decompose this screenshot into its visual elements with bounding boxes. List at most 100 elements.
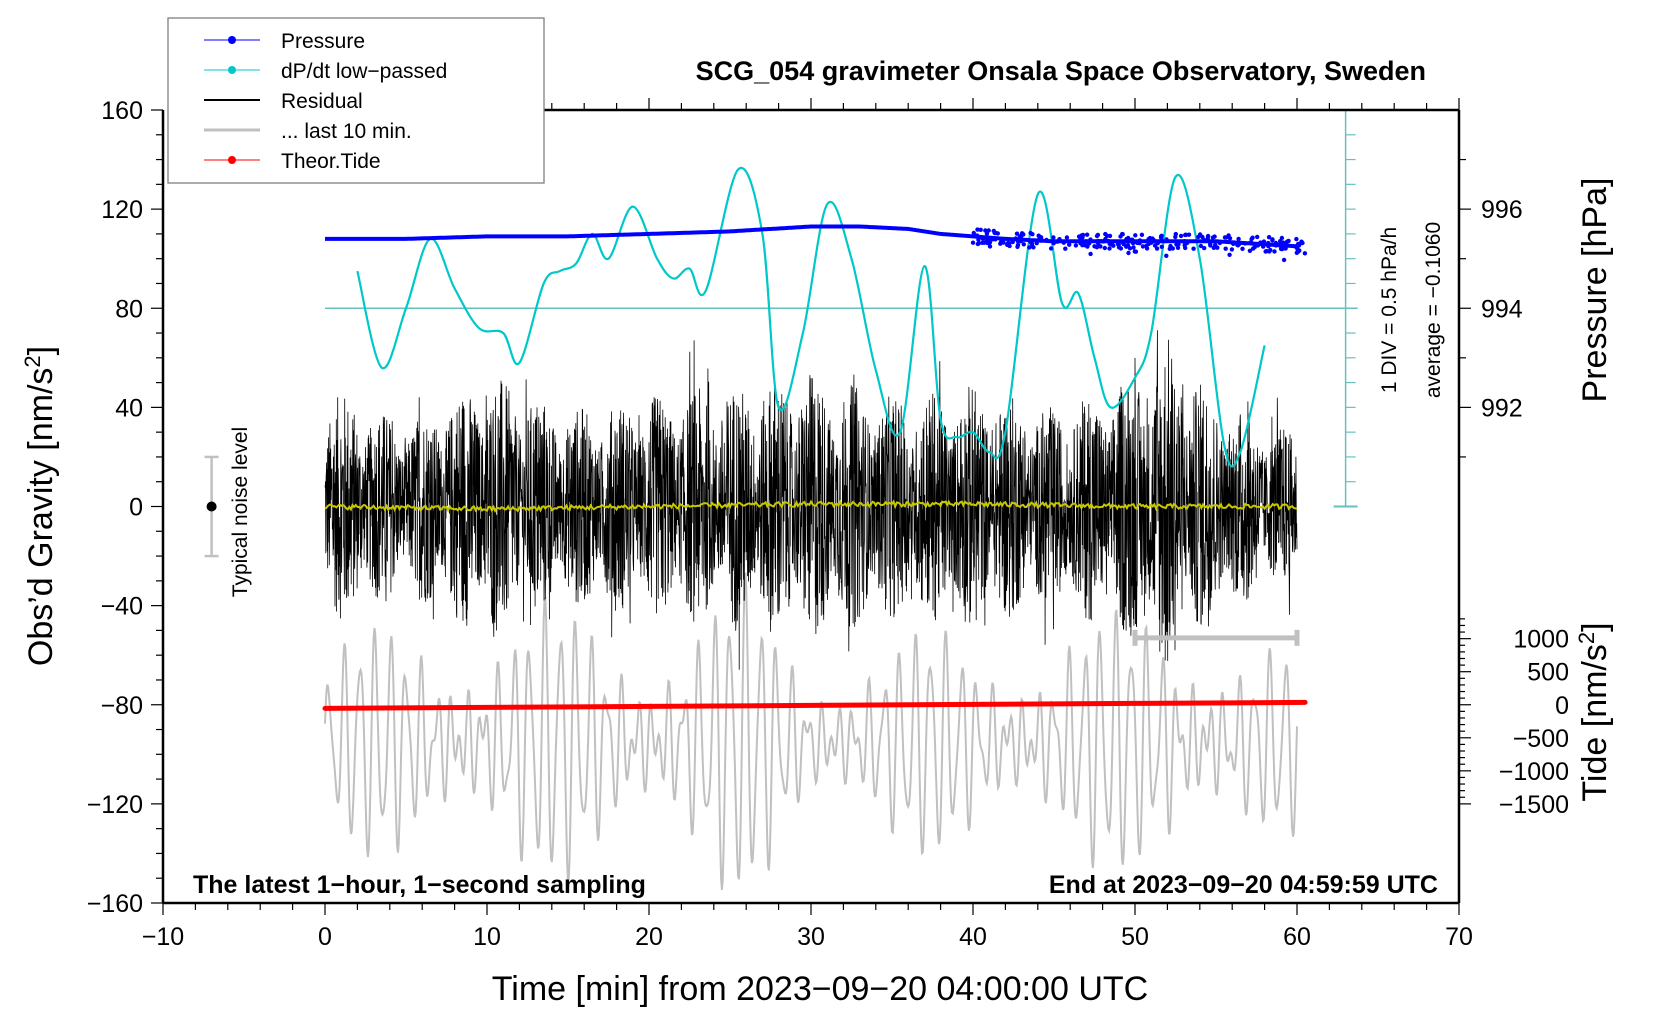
y-axis-title-sup: 2 <box>20 355 45 367</box>
pressure-point <box>1217 240 1223 246</box>
tide-tick-label: −1000 <box>1499 758 1569 786</box>
tide-tick-label: −1500 <box>1499 791 1569 819</box>
pressure-axis-title: Pressure [hPa] <box>1576 178 1614 403</box>
pressure-point <box>1258 240 1263 245</box>
pressure-point <box>1270 238 1275 243</box>
legend-label-dpdt: dP/dt low−passed <box>281 60 447 83</box>
pressure-point <box>1139 232 1145 237</box>
pressure-point <box>1268 247 1273 253</box>
pressure-point <box>1273 240 1279 246</box>
pressure-point <box>1015 242 1021 248</box>
pressure-point <box>1048 246 1054 251</box>
tide-tick-label: −500 <box>1513 725 1569 753</box>
pressure-point <box>1095 239 1100 244</box>
pressure-point <box>1240 246 1245 251</box>
pressure-point <box>1302 251 1308 256</box>
legend-item-dpdt: dP/dt low−passed <box>204 60 447 83</box>
pressure-point <box>1205 236 1211 241</box>
y-tick-label: 80 <box>115 295 143 323</box>
pressure-point <box>1051 235 1056 240</box>
pressure-point <box>1174 242 1179 247</box>
pressure-point <box>1088 251 1093 257</box>
pressure-point <box>1007 241 1012 246</box>
pressure-point <box>1284 243 1289 248</box>
chart-title: SCG_054 gravimeter Onsala Space Observat… <box>696 56 1426 86</box>
pressure-point <box>1247 248 1253 253</box>
tide-axis-title-end: ] <box>1576 622 1614 631</box>
pressure-point <box>1147 235 1153 241</box>
pressure-point <box>975 233 980 238</box>
pressure-point <box>1200 234 1205 240</box>
pressure-point <box>1055 239 1060 244</box>
x-tick-label: 40 <box>959 923 987 951</box>
pressure-point <box>993 237 998 242</box>
pressure-point <box>1010 239 1015 245</box>
x-tick-label: 60 <box>1283 923 1311 951</box>
pressure-point <box>1087 241 1092 246</box>
pressure-point <box>976 237 981 242</box>
pressure-point <box>1222 235 1228 240</box>
range-bars <box>204 455 1300 646</box>
dpdt-axis <box>325 109 1358 508</box>
pressure-point <box>1154 246 1160 251</box>
pressure-point <box>1140 244 1146 249</box>
pressure-point <box>1131 245 1136 250</box>
pressure-point <box>1261 244 1266 249</box>
residual-mean-series <box>324 499 1298 514</box>
pressure-point <box>1029 241 1035 246</box>
pressure-point <box>1115 242 1121 247</box>
pressure-point <box>1088 237 1093 242</box>
pressure-tick-label: 994 <box>1481 295 1523 323</box>
x-tick-label: 30 <box>797 923 825 951</box>
pressure-point <box>975 227 980 232</box>
y-tick-label: −40 <box>101 593 143 621</box>
pressure-point <box>1014 231 1020 236</box>
pressure-point <box>1213 242 1218 248</box>
y-tick-label: −160 <box>87 890 143 918</box>
legend-label-pressure: Pressure <box>281 30 365 53</box>
pressure-point <box>1231 241 1236 246</box>
pressure-point <box>1250 246 1256 251</box>
legend-item-residual: Residual <box>204 90 363 113</box>
pressure-point <box>1255 234 1260 240</box>
pressure-point <box>1034 241 1039 246</box>
pressure-point <box>1031 245 1036 250</box>
div-label: 1 DIV = 0.5 hPa/h <box>1378 227 1401 393</box>
pressure-point <box>1130 237 1135 242</box>
pressure-point <box>1082 243 1087 248</box>
pressure-point <box>1067 242 1072 247</box>
pressure-point <box>1102 245 1108 251</box>
pressure-point <box>1144 246 1150 251</box>
pressure-point <box>1103 236 1108 242</box>
y-axis-title: Obs’d Gravity [nm/s2] <box>20 346 60 666</box>
pressure-point <box>1296 241 1301 247</box>
pressure-tick-label: 996 <box>1481 196 1523 224</box>
pressure-point <box>1227 236 1233 241</box>
legend-label-tide: Theor.Tide <box>281 150 381 173</box>
pressure-point <box>1266 240 1271 246</box>
tide-tick-label: 0 <box>1555 692 1569 720</box>
pressure-point <box>1178 233 1184 239</box>
pressure-point <box>1198 243 1204 249</box>
pressure-point <box>1281 257 1287 263</box>
pressure-point <box>1061 240 1067 245</box>
pressure-point <box>1084 232 1090 237</box>
x-tick-label: 50 <box>1121 923 1149 951</box>
pressure-point <box>1173 231 1179 237</box>
pressure-point <box>1158 234 1164 239</box>
pressure-point <box>1018 234 1024 239</box>
x-tick-label: 70 <box>1445 923 1473 951</box>
pressure-point <box>1173 239 1178 244</box>
pressure-point <box>1236 236 1241 242</box>
y-axis-title-main: Obs’d Gravity [nm/s <box>22 368 60 667</box>
pressure-point <box>1133 249 1139 254</box>
pressure-point <box>986 228 991 233</box>
pressure-point <box>1104 233 1110 238</box>
pressure-point <box>1013 236 1018 241</box>
y-tick-label: 40 <box>115 394 143 422</box>
pressure-point <box>1095 232 1101 238</box>
pressure-point <box>1255 243 1261 248</box>
legend-marker-tide <box>228 156 236 164</box>
pressure-point <box>1021 242 1026 247</box>
